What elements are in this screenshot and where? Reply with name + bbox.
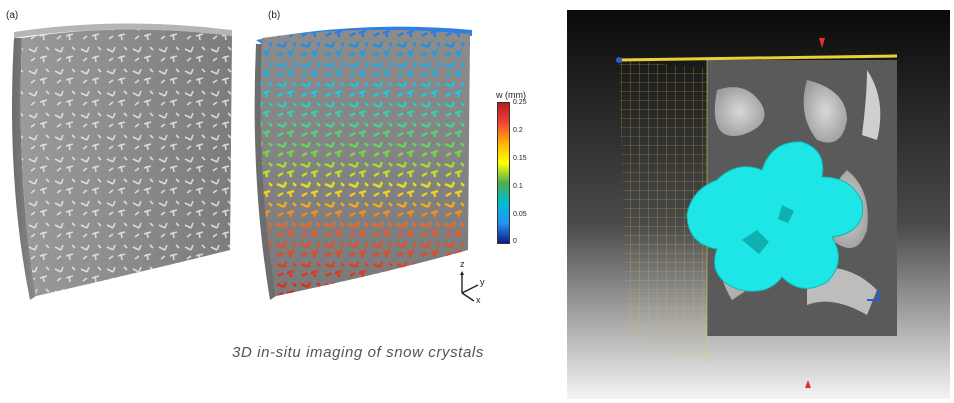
snow-sample-image-b	[250, 20, 490, 310]
axis-y-label: y	[480, 277, 485, 287]
figure-caption: 3D in-situ imaging of snow crystals	[232, 344, 484, 361]
colorbar	[497, 102, 510, 244]
colorbar-title: w (mm)	[496, 90, 526, 100]
colorbar-tick: 0.15	[513, 155, 527, 162]
colorbar-tick: 0	[513, 238, 517, 245]
panel-a-label: (a)	[6, 10, 19, 21]
colorbar-tick: 0.1	[513, 183, 523, 190]
colorbar-tick: 0.25	[513, 99, 527, 106]
axes-triad: z y x	[452, 259, 492, 305]
colorbar-tick: 0.2	[513, 127, 523, 134]
axis-x-label: x	[476, 295, 481, 305]
snow-sample-image-a	[12, 23, 232, 300]
crystal-3d-view	[567, 10, 950, 399]
panel-b-label: (b)	[268, 10, 281, 21]
colorbar-tick: 0.05	[513, 211, 527, 218]
axis-z-label: z	[460, 259, 465, 269]
panel-b: (b)	[250, 0, 490, 320]
panel-a: (a)	[0, 0, 250, 320]
